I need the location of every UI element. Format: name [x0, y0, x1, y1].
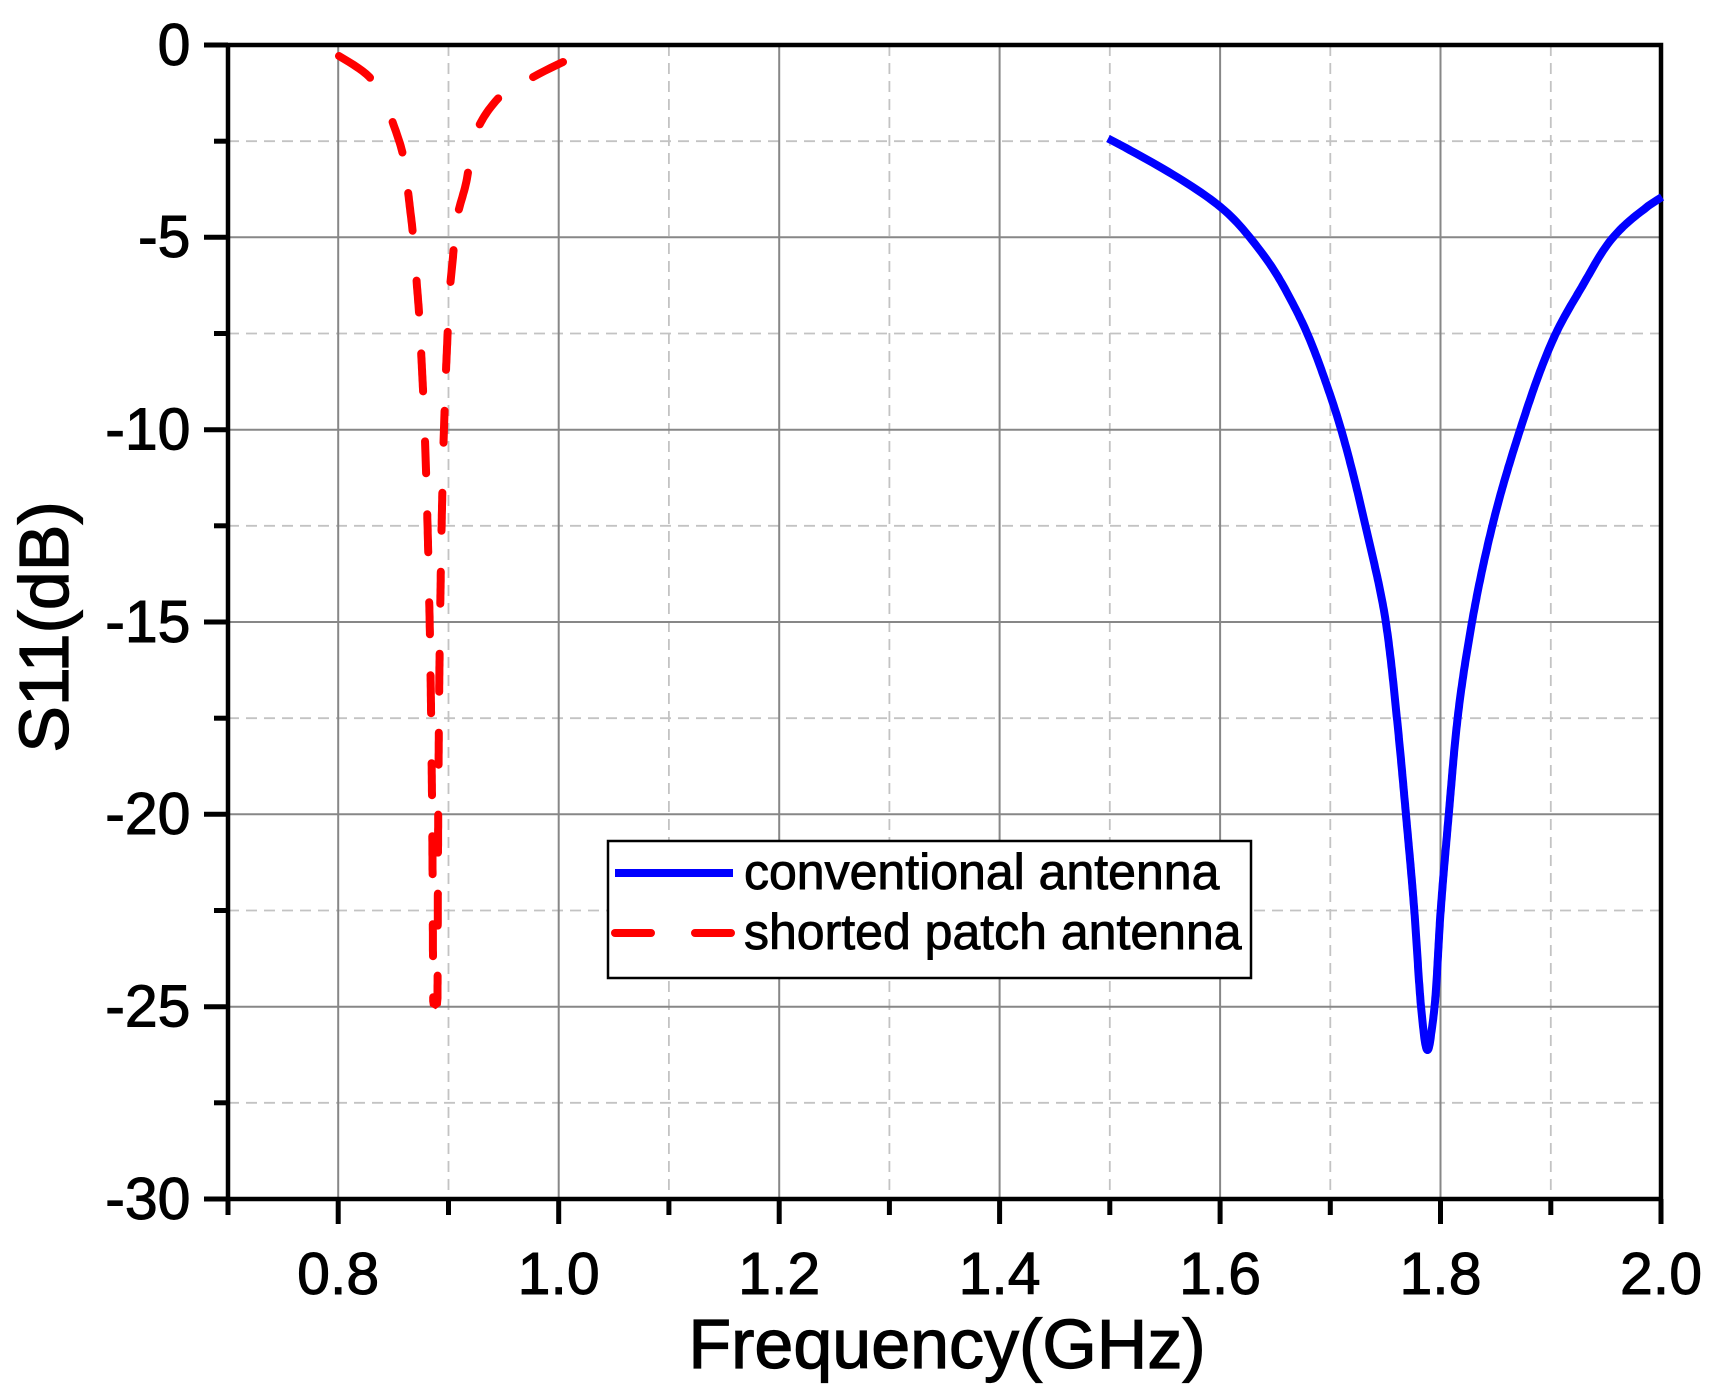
svg-text:-20: -20 — [105, 781, 190, 847]
svg-text:0: 0 — [158, 12, 191, 78]
svg-text:Frequency(GHz): Frequency(GHz) — [688, 1305, 1205, 1383]
svg-text:-30: -30 — [105, 1166, 190, 1232]
svg-text:shorted patch antenna: shorted patch antenna — [744, 904, 1242, 960]
svg-text:1.8: 1.8 — [1399, 1241, 1481, 1307]
svg-text:-15: -15 — [105, 589, 190, 655]
svg-text:1.0: 1.0 — [518, 1241, 600, 1307]
svg-text:1.2: 1.2 — [738, 1241, 820, 1307]
svg-text:-25: -25 — [105, 974, 190, 1040]
svg-text:S11(dB): S11(dB) — [5, 501, 83, 753]
svg-text:1.6: 1.6 — [1179, 1241, 1261, 1307]
svg-text:1.4: 1.4 — [959, 1241, 1041, 1307]
svg-text:-5: -5 — [138, 204, 190, 270]
svg-text:2.0: 2.0 — [1620, 1241, 1702, 1307]
svg-text:0.8: 0.8 — [297, 1241, 379, 1307]
svg-text:conventional antenna: conventional antenna — [744, 844, 1220, 900]
svg-text:-10: -10 — [105, 397, 190, 463]
